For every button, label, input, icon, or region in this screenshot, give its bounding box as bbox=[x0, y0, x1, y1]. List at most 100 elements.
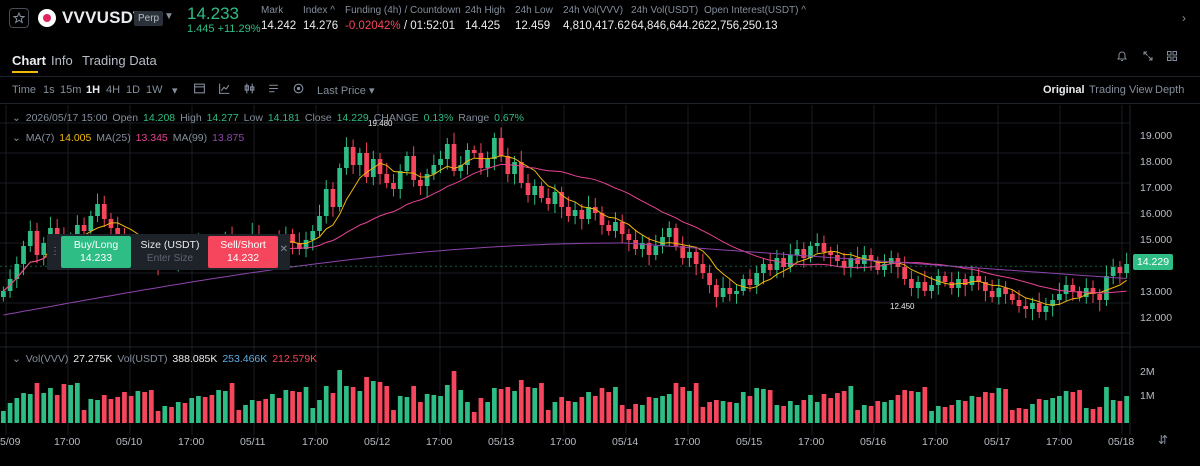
scale-toggle-icon[interactable]: ⇵ bbox=[1158, 433, 1169, 447]
candle-body bbox=[1043, 306, 1049, 312]
candle-body bbox=[95, 204, 100, 216]
volume-axis-label: 2M bbox=[1140, 366, 1155, 378]
stat-index[interactable]: Index ^ 14.276 bbox=[303, 5, 339, 32]
candle-body bbox=[34, 231, 40, 255]
candle-body bbox=[552, 192, 558, 204]
drawing-tools-icon[interactable] bbox=[267, 82, 280, 98]
volume-bar bbox=[754, 388, 760, 423]
candle-body bbox=[1110, 267, 1116, 276]
volume-bar bbox=[1009, 410, 1015, 423]
volume-bar bbox=[21, 393, 26, 423]
volume-bar bbox=[1083, 408, 1089, 423]
candle-body bbox=[814, 243, 820, 246]
volume-bar bbox=[370, 381, 376, 423]
expand-icon[interactable] bbox=[1140, 50, 1156, 66]
interval-4h[interactable]: 4H bbox=[106, 84, 121, 96]
tab-chart[interactable]: Chart bbox=[12, 53, 46, 68]
time-axis-label: 05/17 bbox=[984, 436, 1011, 448]
high-mark-label: 19.480 bbox=[368, 119, 393, 128]
volume-bar bbox=[680, 387, 686, 423]
candle-body bbox=[310, 231, 316, 240]
volume-bar bbox=[397, 396, 403, 423]
volume-bar bbox=[989, 393, 995, 423]
volume-bar bbox=[209, 395, 215, 423]
volume-bar bbox=[1063, 391, 1069, 423]
interval-1h[interactable]: 1H bbox=[86, 84, 101, 96]
stat-funding[interactable]: Funding (4h) / Countdown -0.02042% / 01:5… bbox=[345, 5, 461, 32]
time-axis-label: 17:00 bbox=[178, 436, 205, 448]
volume-bar bbox=[323, 386, 329, 423]
tab-info[interactable]: Info bbox=[51, 53, 73, 68]
interval-1w[interactable]: 1W bbox=[146, 84, 163, 96]
volume-bar bbox=[727, 402, 733, 423]
time-axis-label: 05/10 bbox=[116, 436, 143, 448]
price-type-dropdown[interactable]: Last Price ▾ bbox=[317, 85, 375, 97]
candle-body bbox=[787, 255, 793, 267]
interval-time[interactable]: Time bbox=[12, 84, 37, 96]
volume-bar bbox=[61, 384, 67, 423]
settings-icon[interactable] bbox=[292, 82, 305, 98]
volume-bar bbox=[101, 395, 107, 423]
volume-bar bbox=[949, 405, 955, 423]
time-axis-label: 17:00 bbox=[54, 436, 81, 448]
line-chart-icon[interactable] bbox=[218, 82, 231, 98]
volume-bar bbox=[128, 396, 134, 423]
chevron-right-icon[interactable]: › bbox=[1182, 11, 1186, 25]
interval-dropdown-icon[interactable]: ▾ bbox=[172, 85, 178, 97]
volume-bar bbox=[303, 387, 309, 423]
interval-15m[interactable]: 15m bbox=[60, 84, 82, 96]
drag-handle-icon[interactable]: ⋮ bbox=[50, 246, 60, 257]
candle-body bbox=[619, 222, 625, 234]
tab-trading-data[interactable]: Trading Data bbox=[82, 53, 157, 68]
volume-bar bbox=[653, 398, 659, 423]
sell-short-button[interactable]: Sell/Short 14.232 bbox=[208, 236, 278, 268]
candle-body bbox=[996, 288, 1002, 297]
price-axis-label: 12.000 bbox=[1140, 312, 1173, 324]
close-icon[interactable]: ✕ bbox=[279, 244, 288, 255]
view-depth[interactable]: Depth bbox=[1155, 84, 1185, 96]
volume-bar bbox=[27, 394, 33, 423]
stat-mark: Mark 14.242 bbox=[261, 5, 297, 32]
volume-bar bbox=[1, 411, 6, 423]
stat-open-interest[interactable]: Open Interest(USDT) ^ 22,756,250.13 bbox=[704, 5, 806, 32]
volume-bar bbox=[814, 402, 820, 423]
ma99-line bbox=[3, 242, 1127, 316]
favorite-star-icon[interactable] bbox=[9, 8, 29, 28]
time-axis-label: 05/14 bbox=[612, 436, 639, 448]
candles-icon[interactable] bbox=[243, 82, 256, 98]
view-original[interactable]: Original bbox=[1043, 84, 1085, 96]
volume-bar bbox=[478, 398, 484, 423]
interval-1s[interactable]: 1s bbox=[43, 84, 55, 96]
tabs-divider bbox=[0, 76, 1200, 77]
volume-bar bbox=[646, 397, 652, 423]
symbol-name[interactable]: VVVUSDT bbox=[62, 8, 144, 27]
size-input[interactable] bbox=[138, 253, 202, 264]
volume-bar bbox=[592, 396, 598, 423]
volume-bar bbox=[976, 397, 982, 423]
interval-1d[interactable]: 1D bbox=[126, 84, 141, 96]
candlestick-chart[interactable] bbox=[0, 105, 1200, 466]
time-axis-label: 17:00 bbox=[302, 436, 329, 448]
volume-bar bbox=[841, 391, 847, 423]
layout-grid-icon[interactable] bbox=[1164, 50, 1180, 66]
price-axis-label: 16.000 bbox=[1140, 208, 1173, 220]
buy-long-button[interactable]: Buy/Long 14.233 bbox=[61, 236, 131, 268]
symbol-dropdown-icon[interactable]: ▼ bbox=[164, 11, 174, 22]
quick-order-widget: ⋮ Buy/Long 14.233 Size (USDT) Sell/Short… bbox=[47, 234, 290, 270]
indicator-settings-icon[interactable] bbox=[193, 82, 206, 98]
volume-bar bbox=[296, 392, 302, 423]
volume-bar bbox=[868, 406, 874, 423]
candle-body bbox=[108, 219, 114, 228]
candle-body bbox=[942, 276, 948, 282]
candle-body bbox=[518, 162, 524, 183]
volume-bar bbox=[579, 397, 585, 423]
volume-bar bbox=[1077, 390, 1082, 423]
bell-icon[interactable] bbox=[1114, 50, 1130, 66]
volume-bar bbox=[962, 401, 968, 423]
volume-bar bbox=[929, 411, 934, 423]
candle-body bbox=[404, 156, 410, 171]
candle-body bbox=[673, 228, 679, 246]
view-trading-view[interactable]: Trading View bbox=[1089, 84, 1153, 96]
coin-logo-icon bbox=[38, 9, 56, 27]
volume-bar bbox=[1030, 404, 1035, 423]
